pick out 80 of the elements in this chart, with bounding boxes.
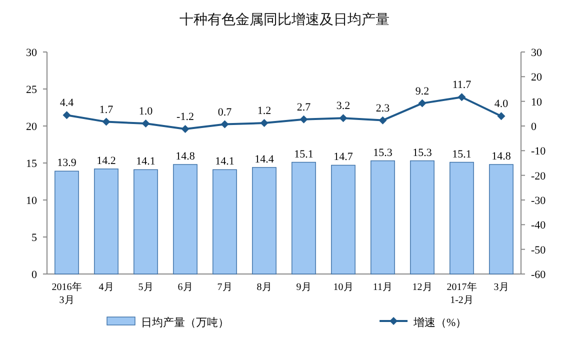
data-label: 14.8 [492,150,512,162]
x-tick-label: 2016年 3月 [52,281,82,306]
legend-label: 增速（%） [412,316,467,329]
y2-tick-label: -50 [531,244,546,256]
point [418,99,426,108]
data-label: 1.0 [138,106,154,118]
point [142,120,150,128]
x-tick-label: 4月 [98,282,114,293]
data-label: 0.7 [218,106,232,118]
bar [331,164,356,274]
chart-title: 十种有色金属同比增速及日均产量 [180,12,390,28]
y2-tick-label: -30 [531,195,546,207]
data-label: 2.3 [376,102,390,114]
point [458,93,466,102]
y-tick-label: 0 [32,269,38,281]
y2-tick-label: 0 [531,121,537,133]
data-label: 14.1 [215,156,234,168]
data-label: 1.7 [99,104,114,116]
data-label: 13.9 [57,157,77,170]
data-label: 4.4 [60,97,74,110]
data-label: -1.2 [176,110,194,123]
y-tick-label: 20 [26,121,38,133]
x-tick-label: 2017年 1-2月 [446,281,477,306]
data-label: 4.0 [494,98,509,110]
data-label: 14.8 [176,150,196,162]
data-label: 15.1 [294,148,314,160]
point [260,119,268,128]
x-tick-label: 11月 [372,282,393,293]
data-label: 2.7 [296,101,312,114]
x-tick-label: 9月 [296,282,312,293]
x-tick-label: 12月 [412,282,432,293]
y-tick-label: 5 [32,232,38,244]
point [300,115,308,124]
data-label: 1.2 [257,105,272,118]
y2-tick-label: -40 [531,220,546,232]
y-tick-label: 10 [26,195,38,207]
data-label: 14.2 [96,154,116,167]
y-tick-label: 25 [26,84,38,96]
y2-tick-label: -60 [531,269,546,281]
data-label: 14.1 [136,156,156,168]
x-tick-label: 5月 [138,282,154,293]
y2-tick-label: 20 [531,72,542,84]
x-tick-label: 3月 [494,282,509,293]
bar [54,170,79,274]
bar [292,162,316,274]
data-label: 9.2 [415,85,430,98]
x-tick-label: 10月 [333,282,354,293]
data-label: 14.4 [254,153,274,166]
point [339,114,348,122]
point [62,111,71,120]
bar [134,169,158,274]
y2-tick-label: -20 [531,170,546,182]
bar [252,167,276,274]
bar [370,160,395,274]
point [497,112,506,120]
x-tick-label: 7月 [217,282,232,293]
y-tick-label: 15 [26,158,38,170]
bar [489,164,514,274]
data-label: 14.7 [334,151,354,164]
bar [173,164,198,274]
point [181,124,190,133]
y2-tick-label: -10 [531,146,546,158]
data-label: 11.7 [452,79,472,92]
y2-tick-label: 30 [531,47,542,59]
bar [212,169,237,274]
point [220,120,229,128]
bar [94,168,118,274]
bar [410,160,434,274]
y-tick-label: 30 [26,47,38,59]
legend-label: 日均产量（万吨） [141,316,229,329]
data-label: 3.2 [336,100,350,112]
data-label: 15.3 [373,146,393,159]
x-tick-label: 8月 [256,282,272,293]
y2-tick-label: 10 [531,96,542,108]
point [102,118,110,126]
x-tick-label: 6月 [178,282,193,293]
data-label: 15.3 [412,146,432,159]
point [378,116,387,124]
bar [450,162,474,274]
data-label: 15.1 [452,148,472,160]
